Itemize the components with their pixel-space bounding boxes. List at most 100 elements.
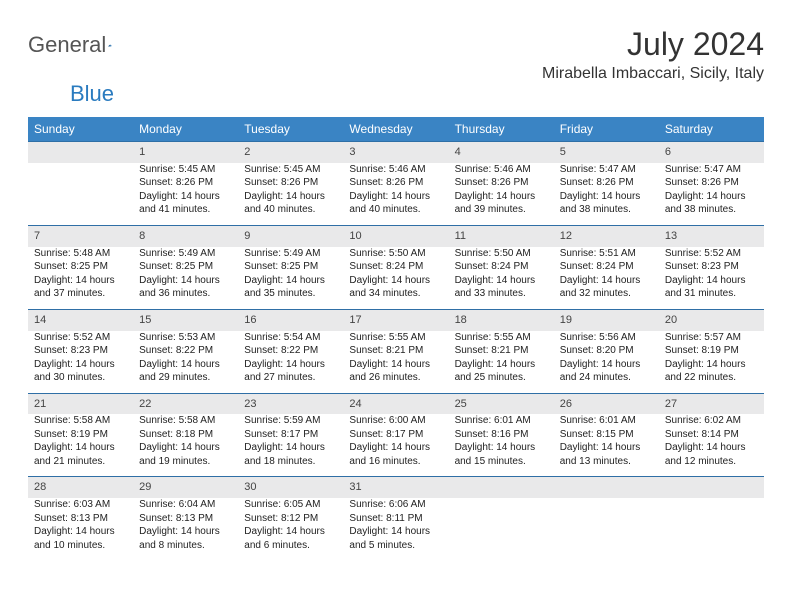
sunrise-line: Sunrise: 6:01 AM <box>455 414 548 428</box>
sunrise-line: Sunrise: 5:52 AM <box>34 331 127 345</box>
sunrise-line: Sunrise: 6:02 AM <box>665 414 758 428</box>
sunset-line: Sunset: 8:24 PM <box>560 260 653 274</box>
sunrise-line: Sunrise: 6:03 AM <box>34 498 127 512</box>
sunrise-line: Sunrise: 5:57 AM <box>665 331 758 345</box>
daylight-line: Daylight: 14 hours and 39 minutes. <box>455 190 548 217</box>
day-detail-cell: Sunrise: 6:01 AMSunset: 8:16 PMDaylight:… <box>449 414 554 477</box>
sunrise-line: Sunrise: 5:46 AM <box>349 163 442 177</box>
daylight-line: Daylight: 14 hours and 19 minutes. <box>139 441 232 468</box>
day-number-cell: 29 <box>133 477 238 498</box>
sunset-line: Sunset: 8:26 PM <box>139 176 232 190</box>
sunrise-line: Sunrise: 6:05 AM <box>244 498 337 512</box>
day-detail-cell: Sunrise: 5:46 AMSunset: 8:26 PMDaylight:… <box>449 163 554 226</box>
sunrise-line: Sunrise: 5:53 AM <box>139 331 232 345</box>
daynum-row: 21222324252627 <box>28 393 764 414</box>
day-number-cell: 30 <box>238 477 343 498</box>
day-number-cell: 3 <box>343 142 448 163</box>
sunset-line: Sunset: 8:19 PM <box>34 428 127 442</box>
daylight-line: Daylight: 14 hours and 38 minutes. <box>665 190 758 217</box>
sunset-line: Sunset: 8:13 PM <box>34 512 127 526</box>
day-detail-cell: Sunrise: 5:47 AMSunset: 8:26 PMDaylight:… <box>659 163 764 226</box>
daylight-line: Daylight: 14 hours and 25 minutes. <box>455 358 548 385</box>
sunset-line: Sunset: 8:24 PM <box>349 260 442 274</box>
sunrise-line: Sunrise: 5:58 AM <box>34 414 127 428</box>
sunrise-line: Sunrise: 5:58 AM <box>139 414 232 428</box>
day-number-cell: 10 <box>343 225 448 246</box>
day-number-cell: 26 <box>554 393 659 414</box>
title-block: July 2024 Mirabella Imbaccari, Sicily, I… <box>542 26 764 83</box>
daylight-line: Daylight: 14 hours and 37 minutes. <box>34 274 127 301</box>
daylight-line: Daylight: 14 hours and 24 minutes. <box>560 358 653 385</box>
sunset-line: Sunset: 8:23 PM <box>665 260 758 274</box>
weekday-row: SundayMondayTuesdayWednesdayThursdayFrid… <box>28 117 764 142</box>
sunset-line: Sunset: 8:26 PM <box>455 176 548 190</box>
day-detail-cell: Sunrise: 5:45 AMSunset: 8:26 PMDaylight:… <box>238 163 343 226</box>
day-number-cell: 27 <box>659 393 764 414</box>
sunset-line: Sunset: 8:20 PM <box>560 344 653 358</box>
sunset-line: Sunset: 8:26 PM <box>560 176 653 190</box>
daylight-line: Daylight: 14 hours and 18 minutes. <box>244 441 337 468</box>
day-number-cell: 7 <box>28 225 133 246</box>
day-detail-cell: Sunrise: 5:49 AMSunset: 8:25 PMDaylight:… <box>238 247 343 310</box>
daylight-line: Daylight: 14 hours and 10 minutes. <box>34 525 127 552</box>
day-detail-cell <box>449 498 554 560</box>
sunset-line: Sunset: 8:21 PM <box>455 344 548 358</box>
daynum-row: 78910111213 <box>28 225 764 246</box>
day-detail-cell: Sunrise: 5:50 AMSunset: 8:24 PMDaylight:… <box>449 247 554 310</box>
day-detail-cell: Sunrise: 5:47 AMSunset: 8:26 PMDaylight:… <box>554 163 659 226</box>
calendar-head: SundayMondayTuesdayWednesdayThursdayFrid… <box>28 117 764 142</box>
day-number-cell: 23 <box>238 393 343 414</box>
sunset-line: Sunset: 8:22 PM <box>244 344 337 358</box>
day-number-cell: 9 <box>238 225 343 246</box>
day-number-cell: 12 <box>554 225 659 246</box>
daylight-line: Daylight: 14 hours and 13 minutes. <box>560 441 653 468</box>
daylight-line: Daylight: 14 hours and 41 minutes. <box>139 190 232 217</box>
sunrise-line: Sunrise: 5:50 AM <box>349 247 442 261</box>
month-title: July 2024 <box>542 26 764 63</box>
day-number-cell: 20 <box>659 309 764 330</box>
day-detail-cell: Sunrise: 5:55 AMSunset: 8:21 PMDaylight:… <box>449 331 554 394</box>
day-number-cell: 1 <box>133 142 238 163</box>
day-detail-cell: Sunrise: 6:00 AMSunset: 8:17 PMDaylight:… <box>343 414 448 477</box>
day-detail-cell: Sunrise: 5:56 AMSunset: 8:20 PMDaylight:… <box>554 331 659 394</box>
sunrise-line: Sunrise: 5:49 AM <box>244 247 337 261</box>
day-detail-cell: Sunrise: 5:45 AMSunset: 8:26 PMDaylight:… <box>133 163 238 226</box>
calendar-table: SundayMondayTuesdayWednesdayThursdayFrid… <box>28 117 764 560</box>
weekday-header: Sunday <box>28 117 133 142</box>
sunrise-line: Sunrise: 5:50 AM <box>455 247 548 261</box>
daylight-line: Daylight: 14 hours and 35 minutes. <box>244 274 337 301</box>
sunrise-line: Sunrise: 5:56 AM <box>560 331 653 345</box>
daynum-row: 14151617181920 <box>28 309 764 330</box>
day-number-cell: 11 <box>449 225 554 246</box>
sunset-line: Sunset: 8:11 PM <box>349 512 442 526</box>
day-detail-cell: Sunrise: 6:02 AMSunset: 8:14 PMDaylight:… <box>659 414 764 477</box>
day-number-cell: 14 <box>28 309 133 330</box>
day-number-cell: 18 <box>449 309 554 330</box>
flag-icon <box>108 37 111 53</box>
sunset-line: Sunset: 8:17 PM <box>244 428 337 442</box>
daylight-line: Daylight: 14 hours and 30 minutes. <box>34 358 127 385</box>
daylight-line: Daylight: 14 hours and 33 minutes. <box>455 274 548 301</box>
sunrise-line: Sunrise: 5:55 AM <box>455 331 548 345</box>
sunset-line: Sunset: 8:25 PM <box>244 260 337 274</box>
daylight-line: Daylight: 14 hours and 36 minutes. <box>139 274 232 301</box>
sunrise-line: Sunrise: 6:01 AM <box>560 414 653 428</box>
day-number-cell: 15 <box>133 309 238 330</box>
day-detail-cell: Sunrise: 5:55 AMSunset: 8:21 PMDaylight:… <box>343 331 448 394</box>
day-detail-cell: Sunrise: 5:49 AMSunset: 8:25 PMDaylight:… <box>133 247 238 310</box>
daylight-line: Daylight: 14 hours and 15 minutes. <box>455 441 548 468</box>
day-detail-cell: Sunrise: 6:06 AMSunset: 8:11 PMDaylight:… <box>343 498 448 560</box>
daylight-line: Daylight: 14 hours and 40 minutes. <box>244 190 337 217</box>
day-number-cell: 24 <box>343 393 448 414</box>
day-detail-cell: Sunrise: 5:52 AMSunset: 8:23 PMDaylight:… <box>28 331 133 394</box>
sunset-line: Sunset: 8:13 PM <box>139 512 232 526</box>
sunset-line: Sunset: 8:15 PM <box>560 428 653 442</box>
daylight-line: Daylight: 14 hours and 34 minutes. <box>349 274 442 301</box>
sunset-line: Sunset: 8:26 PM <box>244 176 337 190</box>
sunrise-line: Sunrise: 5:52 AM <box>665 247 758 261</box>
weekday-header: Monday <box>133 117 238 142</box>
day-detail-cell: Sunrise: 6:01 AMSunset: 8:15 PMDaylight:… <box>554 414 659 477</box>
weekday-header: Friday <box>554 117 659 142</box>
day-detail-cell: Sunrise: 6:05 AMSunset: 8:12 PMDaylight:… <box>238 498 343 560</box>
detail-row: Sunrise: 5:48 AMSunset: 8:25 PMDaylight:… <box>28 247 764 310</box>
